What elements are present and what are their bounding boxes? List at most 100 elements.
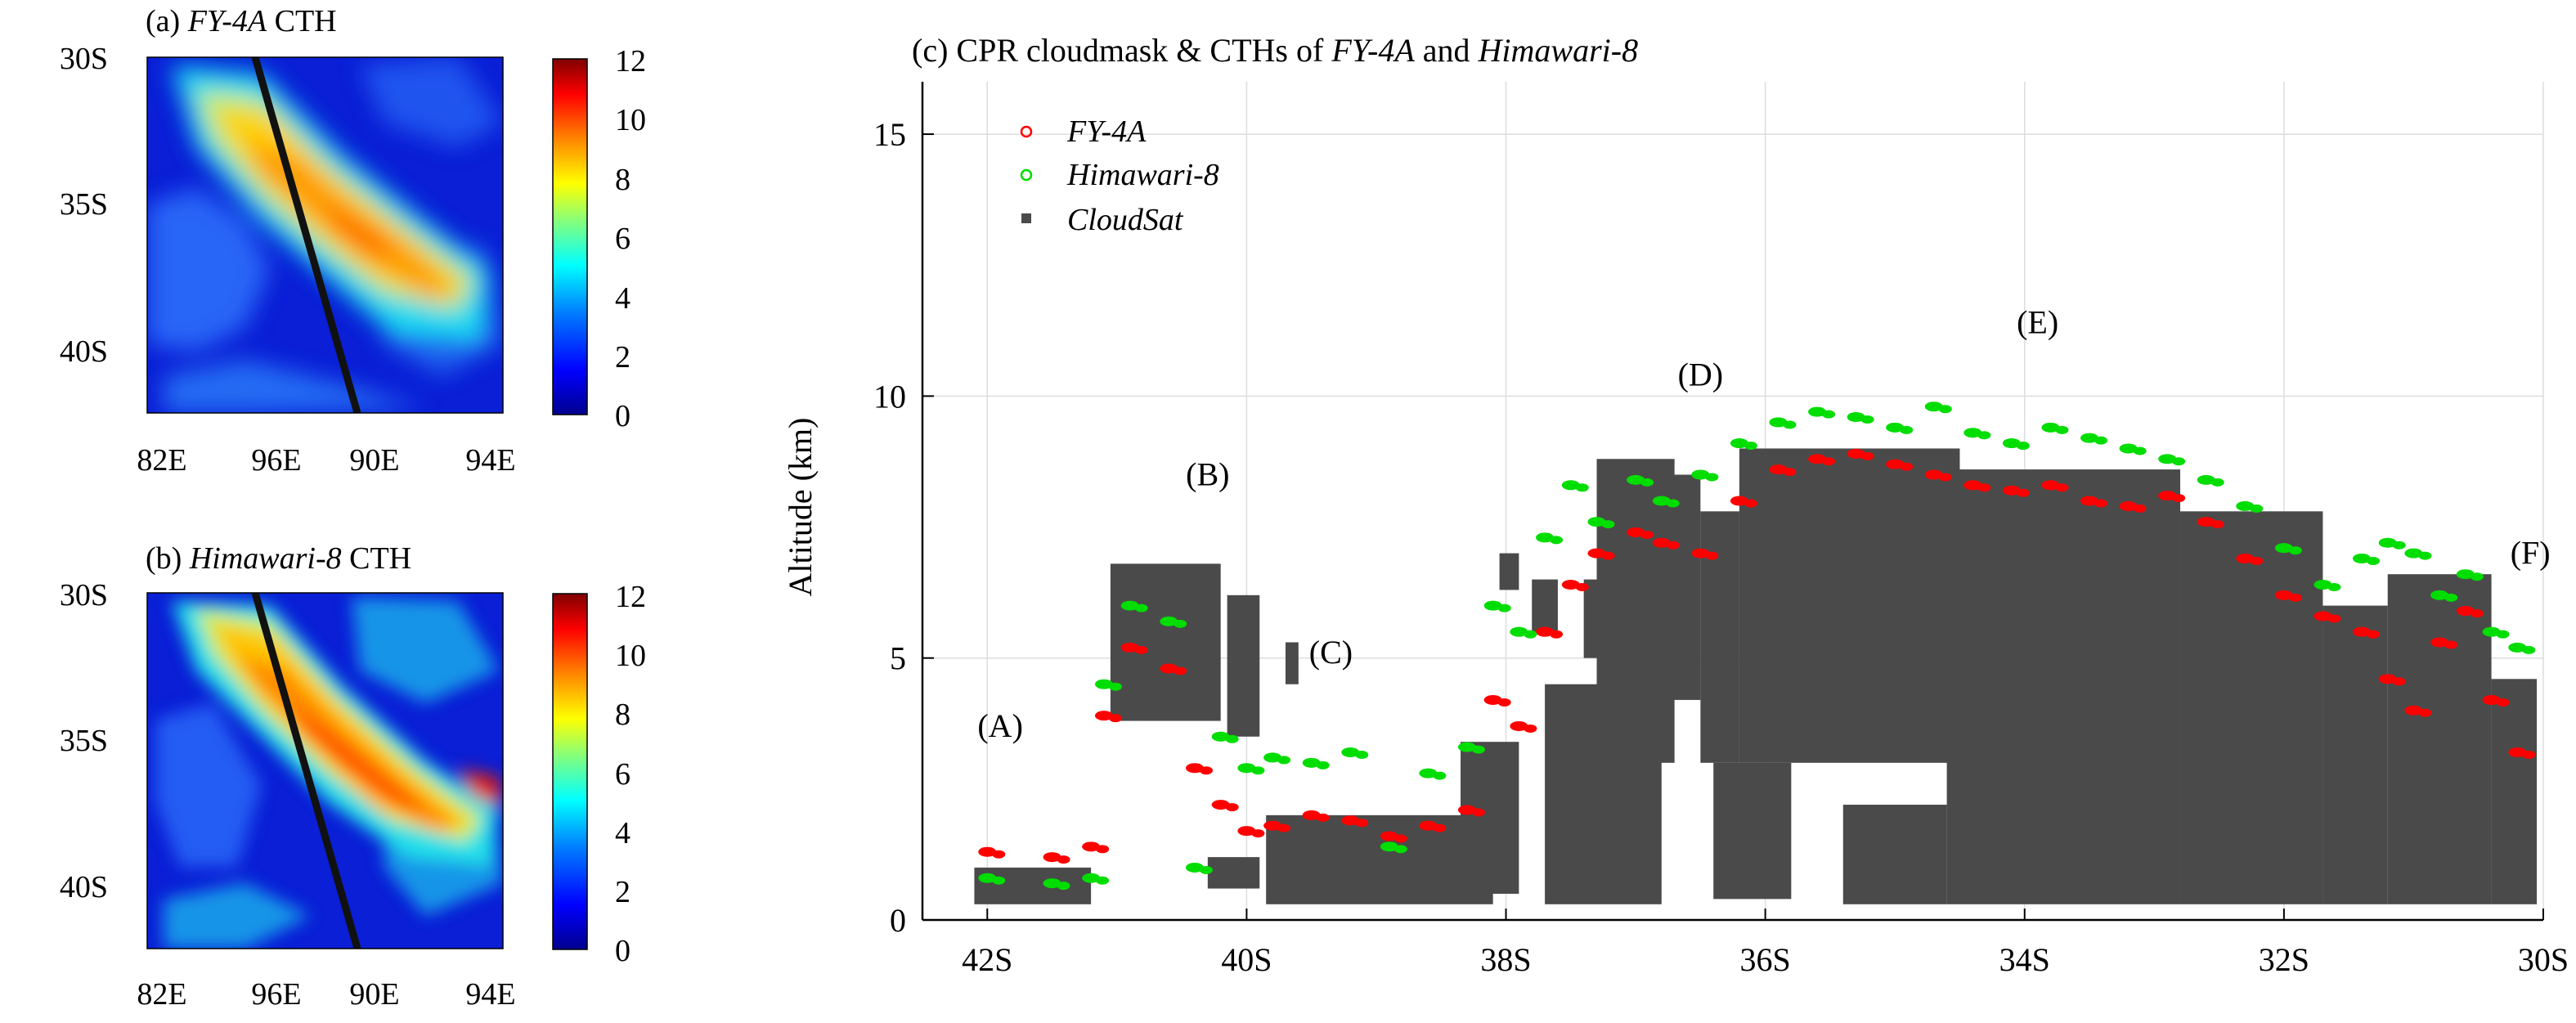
fy4a-point [992, 850, 1006, 859]
fy4a-point [2367, 630, 2381, 639]
panel-a-ytick: 40S [60, 334, 108, 369]
fy4a-point [1185, 763, 1204, 774]
panel-a-map [147, 57, 503, 413]
colorbar-tick: 2 [615, 340, 631, 375]
panel-c-legend: FY-4A Himawari-8 CloudSat [1020, 114, 1219, 237]
himawari8-point [2288, 546, 2302, 555]
fy4a-point [1938, 473, 1952, 482]
fy4a-point [2002, 485, 2021, 496]
fy4a-point [1341, 815, 1360, 826]
panel-a-colorbar: 12 10 8 6 4 2 0 [552, 44, 646, 433]
himawari8-point [2496, 630, 2510, 639]
fy4a-point [1096, 845, 1110, 854]
fy4a-point [2288, 593, 2302, 602]
fy4a-point [2353, 626, 2372, 637]
panel-a-ytick: 30S [60, 42, 108, 76]
fy4a-point [2418, 708, 2432, 717]
panel-b-xtick: 94E [465, 977, 515, 1012]
fy4a-point [1355, 819, 1369, 828]
himawari8-point [2353, 553, 2372, 563]
himawari8-point [1419, 768, 1438, 778]
fy4a-point [1769, 464, 1788, 475]
himawari8-point [1666, 499, 1680, 508]
colorbar-tick: 8 [615, 163, 631, 197]
fy4a-series [978, 448, 2536, 864]
panel-c-axes [921, 82, 2543, 922]
himawari8-point [1302, 757, 1321, 768]
y-tick-label: 10 [873, 378, 906, 415]
fy4a-point [1808, 454, 1827, 464]
x-tick-label: 38S [1480, 941, 1531, 978]
himawari8-series [978, 402, 2536, 891]
himawari8-point [1497, 603, 1511, 612]
himawari8-point [2041, 422, 2060, 433]
fy4a-point [2313, 611, 2332, 621]
fy4a-point [1730, 496, 1748, 506]
fy4a-point [1524, 724, 1537, 733]
himawari8-point [1575, 483, 1589, 492]
x-tick-label: 42S [962, 941, 1012, 978]
cloudsat-column [1285, 642, 1299, 684]
himawari8-point [1847, 412, 1865, 422]
fy4a-point [1419, 820, 1438, 831]
cloudsat-column [2491, 679, 2538, 904]
cloudsat-column [1713, 762, 1792, 900]
cloudsat-column [1532, 579, 1558, 632]
panel-a: (a) FY-4A CTH 30S 35S 40S 82E 96E 90E 94… [60, 4, 646, 478]
fy4a-point [1251, 829, 1265, 838]
himawari8-point [1822, 410, 1836, 419]
cloudsat-column [974, 867, 1092, 904]
fy4a-point [1043, 852, 1061, 863]
panel-b-ytick: 40S [60, 870, 108, 904]
annotation-label: (F) [2511, 534, 2551, 571]
panel-b: (b) Himawari-8 CTH 30S 35S 40S 82E 96E 9… [60, 541, 646, 1012]
panel-a-title: (a) FY-4A CTH [146, 4, 337, 38]
panel-b-colorbar: 12 10 8 6 4 2 0 [552, 580, 646, 968]
fy4a-point [2274, 590, 2293, 600]
fy4a-point [1057, 855, 1070, 864]
himawari8-point [1043, 878, 1061, 889]
cloudsat-column [2180, 511, 2323, 904]
cloudsat-column [1946, 469, 2181, 904]
fy4a-point [2404, 705, 2423, 716]
himawari8-point [2313, 580, 2332, 590]
cloudsat-column [1266, 814, 1493, 904]
fy4a-point [2172, 494, 2186, 503]
himawari8-point [2158, 454, 2177, 464]
himawari8-point [1924, 402, 1943, 412]
fy4a-point [1263, 820, 1282, 831]
panel-a-track-line [251, 57, 361, 413]
himawari8-point [1963, 428, 1982, 438]
himawari8-point [1652, 496, 1671, 506]
colorbar-tick: 4 [615, 281, 631, 316]
himawari8-point [992, 876, 1006, 885]
himawari8-point [2418, 551, 2432, 560]
panel-a-xtick: 94E [465, 443, 515, 478]
annotation-label: (D) [1678, 357, 1724, 393]
himawari8-point [2274, 543, 2293, 554]
himawari8-point [1536, 532, 1555, 543]
fy4a-point [2197, 517, 2215, 527]
fy4a-point [2158, 491, 2177, 501]
himawari8-point [2522, 645, 2536, 654]
fy4a-point [1575, 583, 1589, 591]
fy4a-point [1924, 469, 1943, 480]
himawari8-point [1057, 882, 1070, 891]
panel-a-ytick: 35S [60, 187, 108, 222]
fy4a-point [2055, 483, 2069, 492]
himawari8-point [2094, 436, 2108, 445]
fy4a-point [1174, 666, 1187, 675]
colorbar-tick: 8 [615, 698, 631, 732]
himawari8-point [1094, 679, 1113, 689]
himawari8-point [2055, 425, 2069, 434]
himawari8-point [1211, 731, 1230, 742]
fy4a-point [1900, 462, 1914, 471]
fy4a-point [1094, 711, 1113, 721]
fy4a-point [1652, 537, 1671, 548]
himawari8-point [1263, 752, 1282, 763]
himawari8-point [2133, 446, 2147, 455]
panel-b-map [147, 593, 503, 949]
y-tick-label: 5 [890, 640, 906, 677]
x-tick-label: 30S [2518, 941, 2569, 978]
